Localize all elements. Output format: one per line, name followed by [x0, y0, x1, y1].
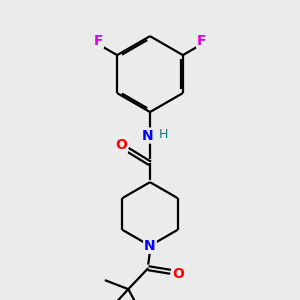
Text: N: N — [144, 239, 156, 253]
Text: H: H — [159, 128, 168, 141]
Text: O: O — [115, 138, 127, 152]
Text: F: F — [197, 34, 207, 48]
Text: O: O — [172, 267, 184, 280]
Text: N: N — [141, 128, 153, 142]
Text: F: F — [93, 34, 103, 48]
